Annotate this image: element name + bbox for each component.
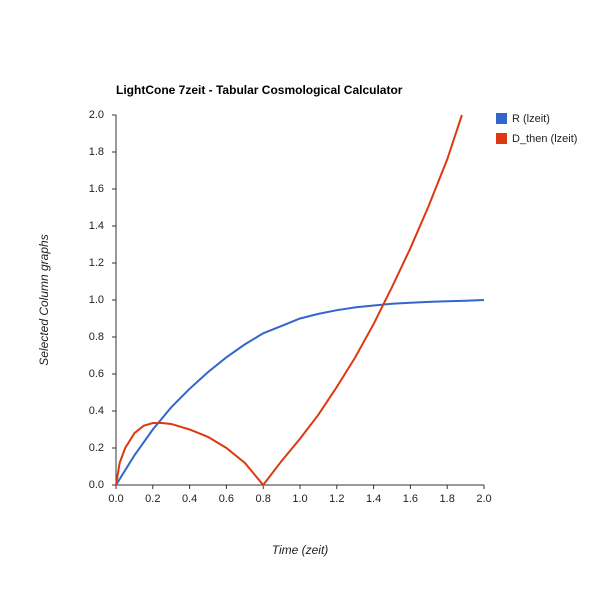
y-axis-title: Selected Column graphs [37, 234, 51, 365]
x-tick-label: 0.2 [145, 493, 160, 505]
x-tick-label: 1.2 [329, 493, 344, 505]
legend-label: R (lzeit) [512, 113, 550, 125]
series-line [115, 114, 463, 487]
y-tick-label: 1.2 [89, 257, 104, 269]
x-tick-label: 0.8 [256, 493, 271, 505]
x-tick-label: 2.0 [476, 493, 491, 505]
x-tick-label: 1.6 [403, 493, 418, 505]
y-tick-label: 0.0 [89, 479, 104, 491]
x-tick-label: 0.0 [108, 493, 123, 505]
legend-label: D_then (lzeit) [512, 133, 577, 145]
y-tick-label: 0.8 [89, 331, 104, 343]
y-tick-label: 0.4 [89, 405, 104, 417]
y-tick-label: 0.2 [89, 442, 104, 454]
y-tick-label: 1.8 [89, 146, 104, 158]
series-line [115, 299, 485, 486]
x-tick-label: 0.6 [219, 493, 234, 505]
y-tick-label: 1.6 [89, 183, 104, 195]
x-tick-label: 1.0 [292, 493, 307, 505]
legend-swatch [496, 113, 507, 124]
x-tick-label: 1.4 [366, 493, 381, 505]
y-tick-label: 0.6 [89, 368, 104, 380]
legend-swatch [496, 133, 507, 144]
y-tick-label: 2.0 [89, 109, 104, 121]
x-axis-title: Time (zeit) [272, 543, 329, 557]
chart-title: LightCone 7zeit - Tabular Cosmological C… [116, 83, 403, 97]
x-tick-label: 0.4 [182, 493, 197, 505]
x-tick-label: 1.8 [440, 493, 455, 505]
y-tick-label: 1.4 [89, 220, 104, 232]
y-tick-label: 1.0 [89, 294, 104, 306]
